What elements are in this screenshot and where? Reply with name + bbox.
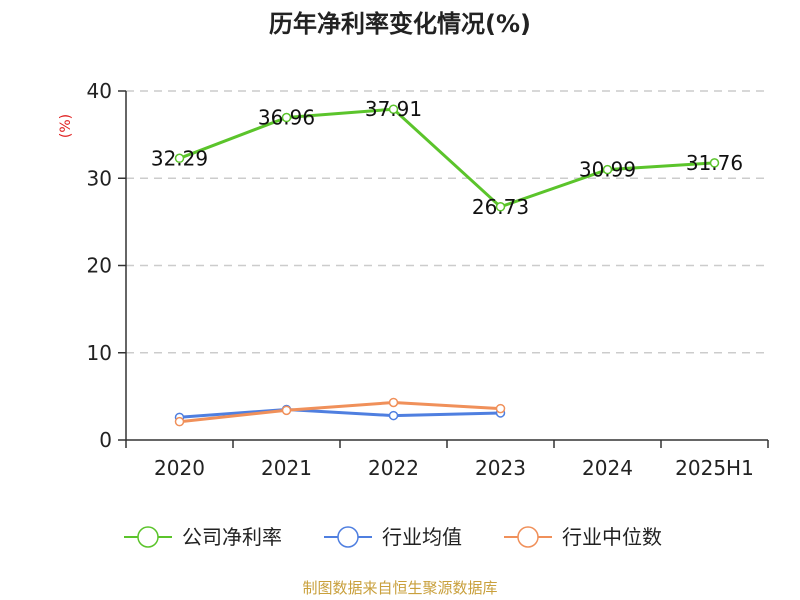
y-axis-label: (%) xyxy=(58,114,74,138)
legend-label-1: 行业均值 xyxy=(382,525,462,549)
x-tick-label-2020: 2020 xyxy=(154,456,205,480)
y-tick-label-20: 20 xyxy=(87,254,112,278)
x-tick-label-2023: 2023 xyxy=(475,456,526,480)
x-tick-label-2022: 2022 xyxy=(368,456,419,480)
data-label-2020: 32.29 xyxy=(151,146,208,170)
data-label-2022: 37.91 xyxy=(365,97,422,121)
data-label-2025H1: 31.76 xyxy=(686,151,743,175)
grid-layer xyxy=(126,90,768,354)
series-layer xyxy=(174,104,720,427)
series-0-point-2020 xyxy=(174,153,185,164)
series-1-point-2022 xyxy=(388,410,399,421)
source-note: 制图数据来自恒生聚源数据库 xyxy=(302,579,497,597)
legend-label-2: 行业中位数 xyxy=(562,525,662,549)
series-0-point-2025H1 xyxy=(709,158,720,168)
series-0-point-2023 xyxy=(495,202,506,212)
series-2-point-2020 xyxy=(174,416,185,427)
data-label-2023: 26.73 xyxy=(472,195,529,219)
series-line-0 xyxy=(178,107,715,209)
data-label-2024: 30.99 xyxy=(579,158,636,182)
series-2-point-2023 xyxy=(495,403,506,414)
legend: 公司净利率 行业均值 行业中位数 xyxy=(124,525,662,549)
legend-label-0: 公司净利率 xyxy=(182,525,282,549)
series-0-point-2024 xyxy=(602,164,613,175)
x-tick-label-2024: 2024 xyxy=(582,456,633,480)
y-tick-label-0: 0 xyxy=(99,428,112,452)
x-tick-label-2021: 2021 xyxy=(261,456,312,480)
series-2-point-2022 xyxy=(388,397,399,408)
y-tick-label-30: 30 xyxy=(87,166,112,190)
data-label-2021: 36.96 xyxy=(258,106,315,130)
y-tick-label-10: 10 xyxy=(87,341,112,365)
chart-title: 历年净利率变化情况(%) xyxy=(269,10,531,38)
series-0-point-2022 xyxy=(388,104,399,114)
series-line-1 xyxy=(179,408,501,419)
series-line-2 xyxy=(179,401,501,424)
legend-marker-1 xyxy=(337,526,359,548)
series-0-point-2021 xyxy=(281,112,292,123)
y-tick-label-40: 40 xyxy=(87,79,112,103)
series-2-point-2021 xyxy=(281,405,292,416)
legend-marker-0 xyxy=(137,526,159,548)
data-label-layer: 32.29 36.96 37.91 26.73 30.99 31.76 xyxy=(151,97,743,219)
legend-marker-2 xyxy=(517,526,539,548)
x-tick-label-2025H1: 2025H1 xyxy=(675,456,754,480)
axis-layer: 0 10 20 30 40 2020 2021 2022 2023 2024 2025H1 xyxy=(87,79,769,480)
